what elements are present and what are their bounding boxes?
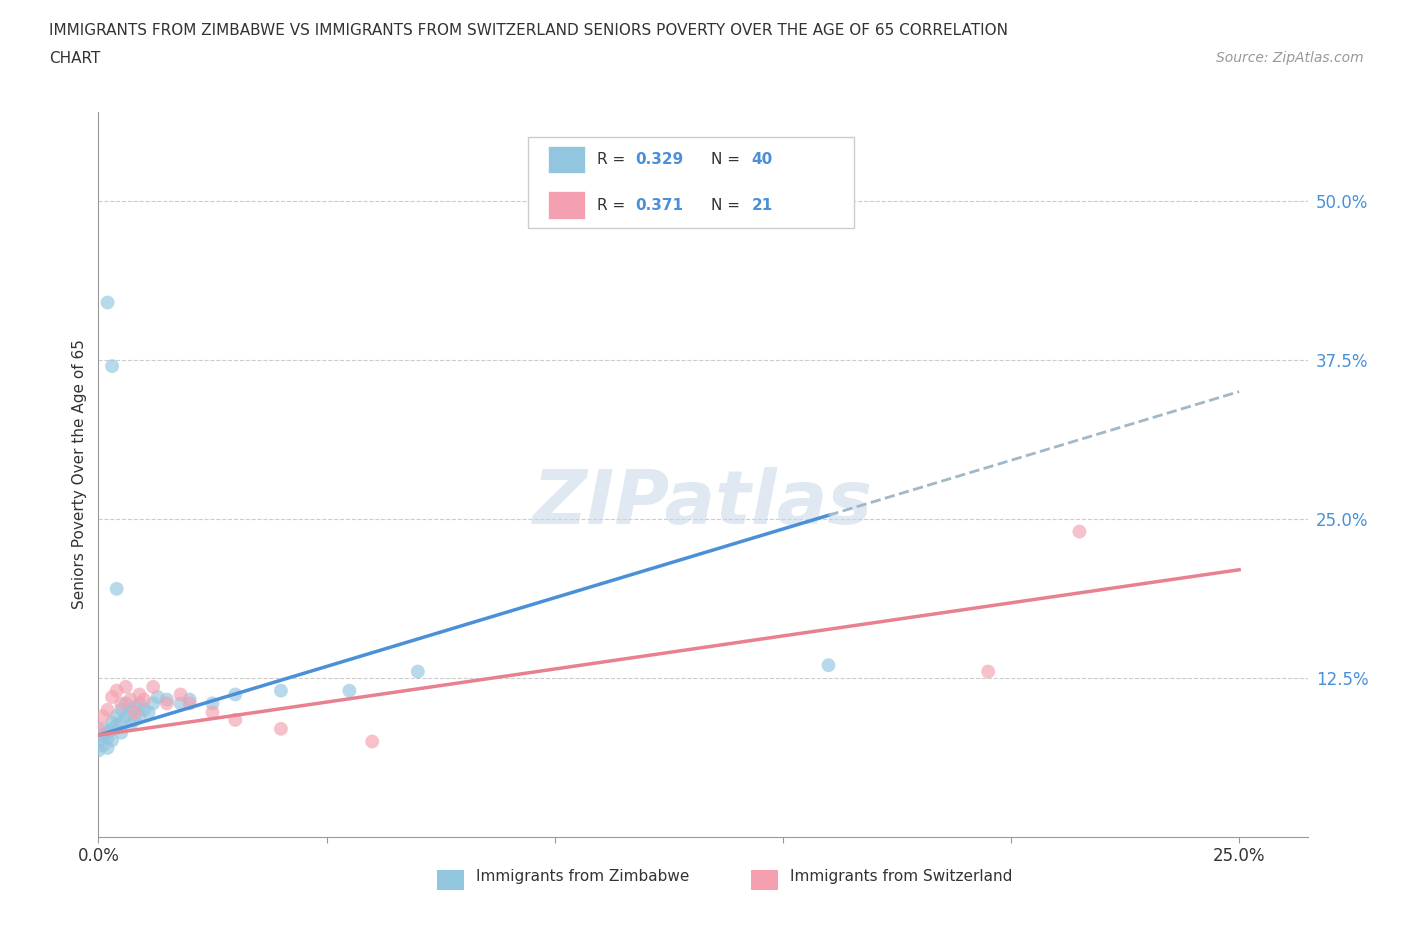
Text: Source: ZipAtlas.com: Source: ZipAtlas.com: [1216, 51, 1364, 65]
Text: 0.371: 0.371: [636, 198, 683, 213]
Point: [87, 734, 110, 749]
Text: N =: N =: [711, 198, 745, 213]
Point: [201, 696, 224, 711]
Point: [101, 715, 124, 730]
Point: [96, 295, 118, 310]
Point: [128, 696, 150, 711]
Text: IMMIGRANTS FROM ZIMBABWE VS IMMIGRANTS FROM SWITZERLAND SENIORS POVERTY OVER THE: IMMIGRANTS FROM ZIMBABWE VS IMMIGRANTS F…: [49, 23, 1008, 38]
Point: [91, 728, 114, 743]
Point: [87, 743, 110, 758]
Point: [91, 722, 114, 737]
Text: N =: N =: [711, 152, 745, 166]
Text: 40: 40: [751, 152, 773, 166]
Point: [224, 687, 246, 702]
Point: [87, 722, 110, 737]
Point: [179, 696, 201, 711]
Point: [201, 705, 224, 720]
Point: [101, 722, 124, 737]
Point: [270, 684, 292, 698]
Text: R =: R =: [596, 152, 630, 166]
Point: [101, 733, 124, 748]
Point: [96, 702, 118, 717]
Point: [138, 705, 160, 720]
Point: [124, 699, 146, 714]
Point: [105, 709, 128, 724]
Point: [114, 709, 136, 724]
Y-axis label: Seniors Poverty Over the Age of 65: Seniors Poverty Over the Age of 65: [72, 339, 87, 609]
Point: [96, 730, 118, 745]
Point: [114, 696, 136, 711]
Point: [169, 687, 191, 702]
Point: [977, 664, 1000, 679]
FancyBboxPatch shape: [548, 146, 585, 173]
Point: [179, 692, 201, 707]
Text: Immigrants from Zimbabwe: Immigrants from Zimbabwe: [475, 870, 689, 884]
Point: [110, 725, 132, 740]
Point: [110, 715, 132, 730]
Text: ZIPatlas: ZIPatlas: [533, 467, 873, 539]
Point: [120, 692, 142, 707]
Point: [270, 722, 292, 737]
Point: [96, 725, 118, 740]
Text: CHART: CHART: [49, 51, 101, 66]
Point: [146, 689, 169, 704]
Point: [114, 680, 136, 695]
Point: [156, 692, 179, 707]
Point: [128, 687, 150, 702]
Point: [124, 712, 146, 727]
Point: [132, 692, 155, 707]
Point: [96, 740, 118, 755]
Text: 21: 21: [751, 198, 773, 213]
Point: [224, 712, 246, 727]
Point: [128, 709, 150, 724]
Point: [91, 737, 114, 752]
Point: [105, 718, 128, 733]
Point: [91, 709, 114, 724]
Point: [1069, 525, 1091, 539]
Point: [142, 696, 165, 711]
FancyBboxPatch shape: [437, 870, 464, 890]
FancyBboxPatch shape: [527, 137, 855, 228]
Point: [101, 359, 124, 374]
Text: 0.329: 0.329: [636, 152, 683, 166]
Point: [361, 734, 384, 749]
Point: [132, 702, 155, 717]
Point: [142, 680, 165, 695]
Point: [817, 658, 839, 672]
Text: R =: R =: [596, 198, 630, 213]
Point: [169, 696, 191, 711]
Point: [105, 581, 128, 596]
Point: [120, 705, 142, 720]
Point: [110, 696, 132, 711]
Text: Immigrants from Switzerland: Immigrants from Switzerland: [790, 870, 1012, 884]
Point: [110, 702, 132, 717]
Point: [101, 689, 124, 704]
FancyBboxPatch shape: [751, 870, 778, 890]
Point: [124, 705, 146, 720]
Point: [406, 664, 429, 679]
FancyBboxPatch shape: [548, 192, 585, 219]
Point: [120, 718, 142, 733]
Point: [105, 684, 128, 698]
Point: [156, 696, 179, 711]
Point: [337, 684, 360, 698]
